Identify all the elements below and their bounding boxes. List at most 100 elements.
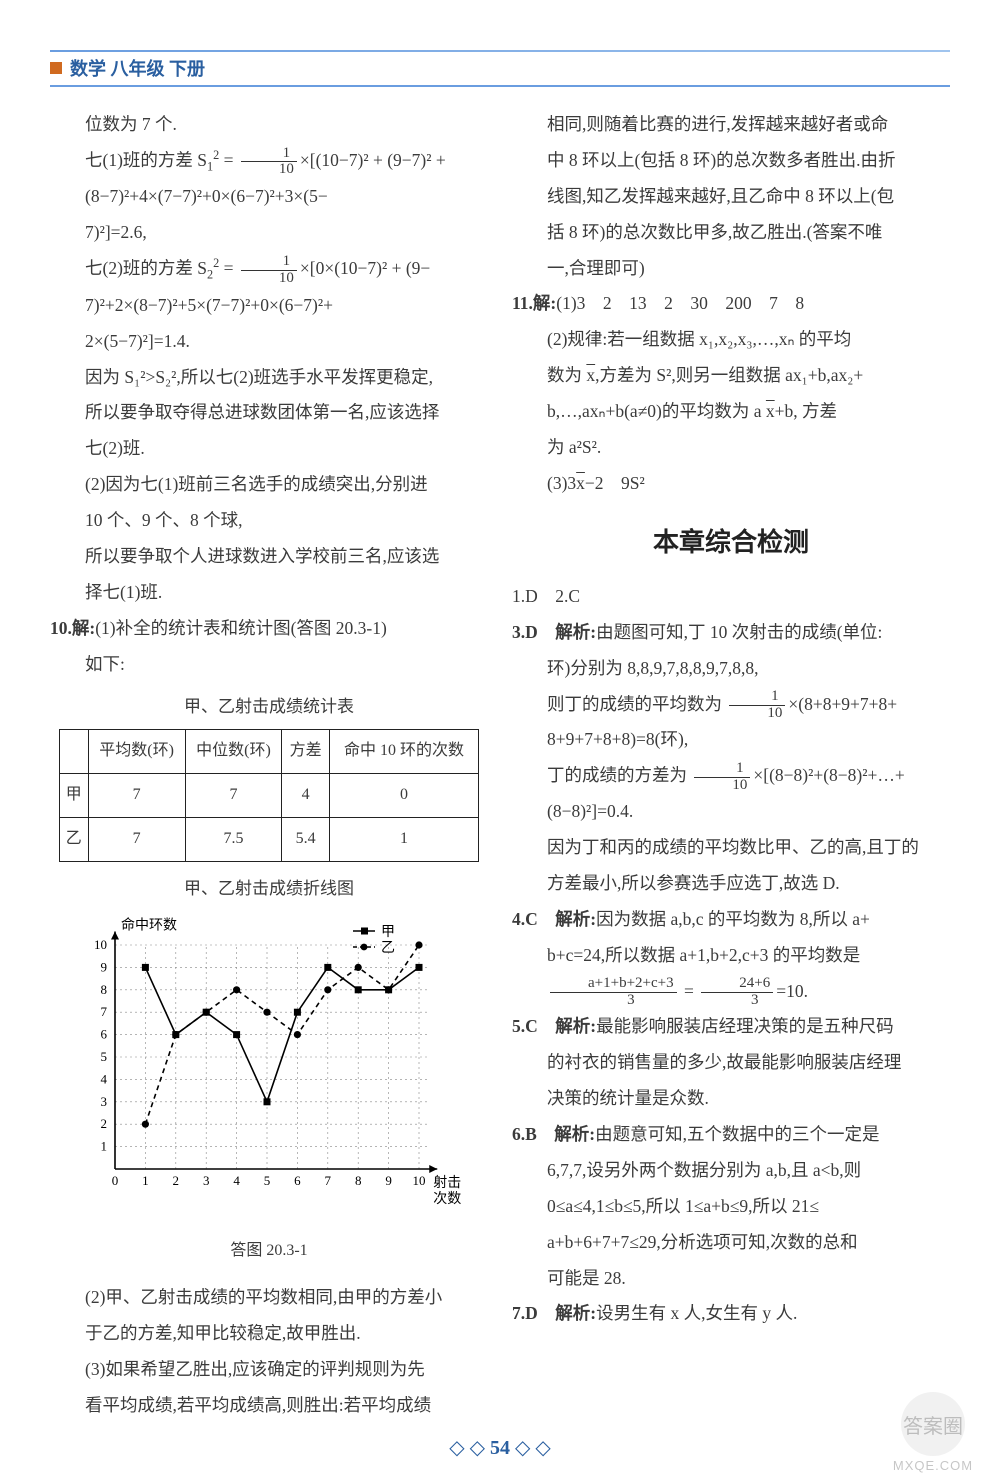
svg-text:4: 4: [233, 1173, 240, 1188]
text-line: 6,7,7,设另外两个数据分别为 a,b,且 a<b,则: [512, 1153, 950, 1189]
text-line: 可能是 28.: [512, 1261, 950, 1297]
table-cell: 1: [329, 817, 478, 861]
answer-label: 5.C 解析:: [512, 1016, 596, 1036]
text-line: 线图,知乙发挥越来越好,且乙命中 8 环以上(包: [512, 179, 950, 215]
svg-text:10: 10: [413, 1173, 426, 1188]
svg-text:9: 9: [385, 1173, 392, 1188]
answer-label: 3.D 解析:: [512, 622, 596, 642]
text-line: 10 个、9 个、8 个球,: [50, 503, 488, 539]
fraction: 24+63: [701, 976, 773, 1009]
header-top-rule: [50, 50, 950, 52]
text: 七(1)班的方差 S: [85, 150, 207, 170]
text: b,…,axₙ+b(a≠0)的平均数为 a: [547, 401, 766, 421]
svg-text:3: 3: [101, 1093, 108, 1108]
text: (3)3: [547, 473, 576, 493]
text: 则丁的成绩的平均数为: [547, 694, 726, 714]
svg-text:1: 1: [142, 1173, 149, 1188]
svg-text:2: 2: [173, 1173, 180, 1188]
text-line: 如下:: [50, 647, 488, 683]
text: 设男生有 x 人,女生有 y 人.: [596, 1303, 797, 1323]
text-line: 为 a²S².: [512, 430, 950, 466]
table-cell: 4: [282, 774, 329, 818]
header-label-wrap: 数学 八年级 下册: [50, 55, 950, 81]
denominator: 10: [694, 778, 750, 794]
svg-text:8: 8: [355, 1173, 362, 1188]
text: 七(2)班的方差 S: [85, 258, 207, 278]
table-header: 命中 10 环的次数: [329, 730, 478, 774]
text-line: 则丁的成绩的平均数为 110×(8+8+9+7+8+: [512, 687, 950, 723]
text: 由题图可知,丁 10 次射击的成绩(单位:: [596, 622, 882, 642]
line-chart: 01234567891012345678910命中环数射击次数甲乙: [50, 917, 488, 1230]
question-label: 11.解:: [512, 293, 556, 313]
text-line: 一,合理即可): [512, 251, 950, 287]
numerator: 1: [241, 146, 297, 163]
text-line: (2)因为七(1)班前三名选手的成绩突出,分别进: [50, 467, 488, 503]
section-title: 本章综合检测: [512, 516, 950, 569]
table-header: 平均数(环): [88, 730, 185, 774]
text-line: 括 8 环)的总次数比甲多,故乙胜出.(答案不唯: [512, 215, 950, 251]
question-label: 10.解:: [50, 618, 95, 638]
text-line: 5.C 解析:最能影响服装店经理决策的是五种尺码: [512, 1009, 950, 1045]
numerator: 1: [729, 689, 785, 706]
chart-svg: 01234567891012345678910命中环数射击次数甲乙: [69, 917, 469, 1217]
table-header-row: 平均数(环) 中位数(环) 方差 命中 10 环的次数: [59, 730, 478, 774]
text-line: 7)²]=2.6,: [50, 215, 488, 251]
text-line: 看平均成绩,若平均成绩高,则胜出:若平均成绩: [50, 1388, 488, 1424]
text-line: a+1+b+2+c+33 = 24+63=10.: [512, 974, 950, 1010]
text-line: 2×(5−7)²]=1.4.: [50, 324, 488, 360]
text: +b, 方差: [775, 401, 837, 421]
text: =: [219, 258, 238, 278]
text-line: (2)规律:若一组数据 x₁,x₂,x₃,…,xₙ 的平均: [512, 322, 950, 358]
text-line: 因为 S₁²>S₂²,所以七(2)班选手水平发挥更稳定,: [50, 360, 488, 396]
header-label: 数学 八年级 下册: [70, 55, 205, 81]
svg-text:6: 6: [101, 1026, 108, 1041]
svg-text:7: 7: [325, 1173, 332, 1188]
table-cell: 5.4: [282, 817, 329, 861]
text-line: 7)²+2×(8−7)²+5×(7−7)²+0×(6−7)²+: [50, 288, 488, 324]
text: 由题意可知,五个数据中的三个一定是: [595, 1124, 879, 1144]
xbar: x: [766, 401, 775, 421]
svg-text:9: 9: [101, 959, 108, 974]
denominator: 3: [550, 993, 677, 1009]
answer-label: 4.C 解析:: [512, 909, 596, 929]
text: −2 9S²: [585, 473, 645, 493]
text-line: (3)如果希望乙胜出,应该确定的评判规则为先: [50, 1352, 488, 1388]
svg-text:8: 8: [101, 981, 108, 996]
table-cell: 7: [185, 774, 282, 818]
text-line: 中 8 环以上(包括 8 环)的总次数多者胜出.由折: [512, 143, 950, 179]
table-header: 中位数(环): [185, 730, 282, 774]
text-line: 0≤a≤4,1≤b≤5,所以 1≤a+b≤9,所以 21≤: [512, 1189, 950, 1225]
text-line: (8−8)²]=0.4.: [512, 794, 950, 830]
table-cell: 0: [329, 774, 478, 818]
text-line: (3)3x−2 9S²: [512, 466, 950, 502]
text-line: 所以要争取夺得总进球数团体第一名,应该选择: [50, 395, 488, 431]
svg-text:7: 7: [101, 1004, 108, 1019]
text: ×(8+8+9+7+8+: [788, 694, 897, 714]
svg-text:5: 5: [264, 1173, 271, 1188]
xbar: x: [586, 365, 595, 385]
text: 数为: [547, 365, 586, 385]
text-line: 决策的统计量是众数.: [512, 1081, 950, 1117]
text-line: 于乙的方差,知甲比较稳定,故甲胜出.: [50, 1316, 488, 1352]
xbar: x: [576, 473, 585, 493]
text-line: 3.D 解析:由题图可知,丁 10 次射击的成绩(单位:: [512, 615, 950, 651]
text-line: 七(2)班的方差 S22 = 110×[0×(10−7)² + (9−: [50, 251, 488, 288]
text: 最能影响服装店经理决策的是五种尺码: [596, 1016, 894, 1036]
text-line: 因为丁和丙的成绩的平均数比甲、乙的高,且丁的: [512, 830, 950, 866]
text-line: 所以要争取个人进球数进入学校前三名,应该选: [50, 539, 488, 575]
text-line: 8+9+7+8+8)=8(环),: [512, 722, 950, 758]
text-line: (2)甲、乙射击成绩的平均数相同,由甲的方差小: [50, 1280, 488, 1316]
fraction: 110: [729, 689, 785, 722]
table-cell: 7.5: [185, 817, 282, 861]
page-root: 数学 八年级 下册 位数为 7 个. 七(1)班的方差 S12 = 110×[(…: [0, 0, 1000, 1454]
numerator: 1: [241, 254, 297, 271]
text: 因为数据 a,b,c 的平均数为 8,所以 a+: [596, 909, 870, 929]
text-line: 10.解:(1)补全的统计表和统计图(答图 20.3-1): [50, 611, 488, 647]
svg-text:乙: 乙: [381, 940, 395, 956]
fraction: 110: [241, 146, 297, 179]
right-column: 相同,则随着比赛的进行,发挥越来越好者或命 中 8 环以上(包括 8 环)的总次…: [512, 107, 950, 1424]
table-header: [59, 730, 88, 774]
numerator: a+1+b+2+c+3: [550, 976, 677, 993]
text-line: 4.C 解析:因为数据 a,b,c 的平均数为 8,所以 a+: [512, 902, 950, 938]
text-line: 11.解:(1)3 2 13 2 30 200 7 8: [512, 286, 950, 322]
